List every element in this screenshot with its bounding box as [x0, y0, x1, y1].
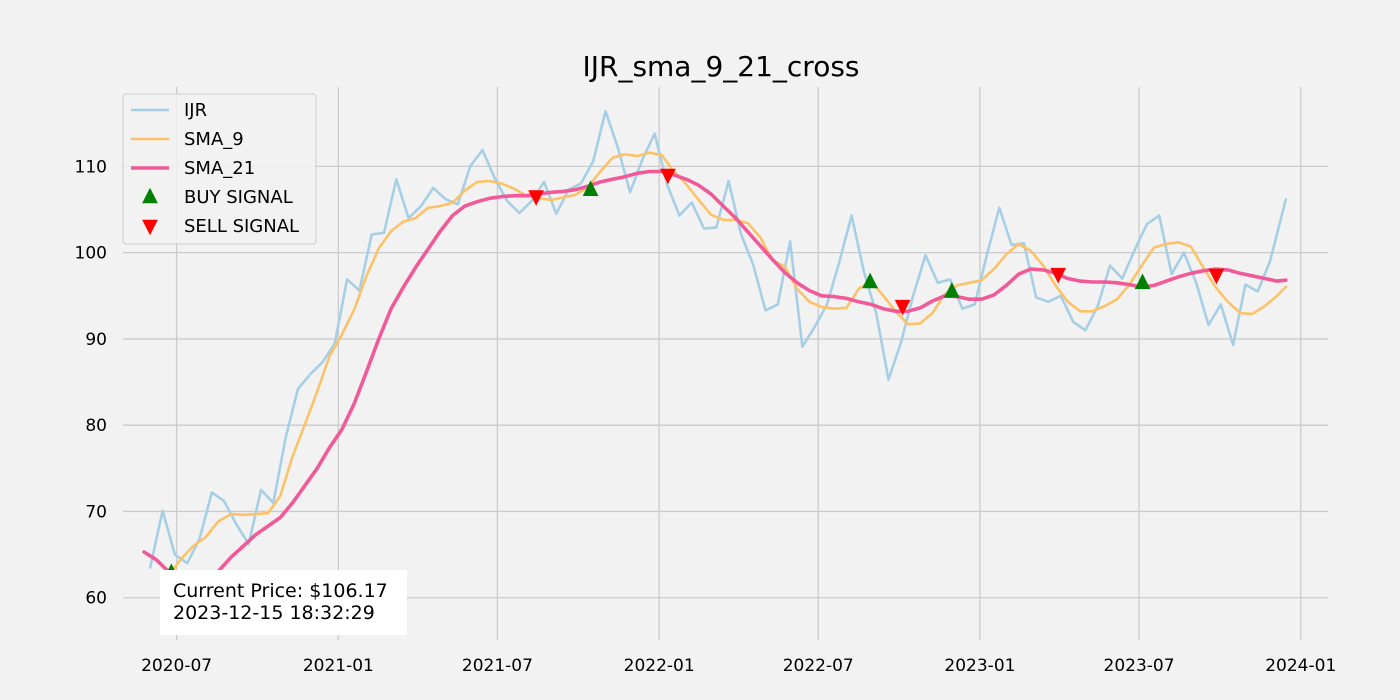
y-tick-label: 100 [75, 244, 107, 264]
legend-box [122, 93, 317, 245]
x-tick-label: 2022-01 [624, 656, 695, 676]
sma-21-line [142, 169, 1288, 591]
tick-labels: 60 70 80 90 100 110 2020-07 2021-01 2021-07 2022-… [75, 157, 1337, 676]
current-price-annotation: Current Price: $106.17 2023-12-15 18:32:… [160, 570, 407, 635]
buy-signal-marker [582, 180, 599, 196]
x-tick-label: 2021-07 [462, 656, 533, 676]
annotation-box [160, 570, 407, 635]
buy-signal-marker [862, 272, 878, 289]
y-tick-label: 60 [85, 589, 107, 609]
chart-title: IJR_sma_9_21_cross [582, 50, 859, 83]
legend-label-ijr: IJR [184, 100, 207, 121]
timestamp-text: 2023-12-15 18:32:29 [173, 602, 375, 624]
y-tick-label: 80 [85, 416, 107, 436]
sma-9-line [167, 151, 1288, 578]
y-tick-label: 90 [85, 330, 107, 350]
legend-swatch-buy-signal [142, 187, 158, 204]
sell-signal-marker [660, 168, 676, 185]
x-tick-label: 2020-07 [141, 656, 212, 676]
buy-signal-marker [1134, 273, 1151, 290]
legend: IJR SMA_9 SMA_21 BUY SIGNAL SELL SIGNAL [122, 93, 317, 245]
x-tick-label: 2023-01 [944, 656, 1015, 676]
sell-signal-marker [528, 190, 544, 206]
legend-label-sma-9: SMA_9 [184, 129, 244, 150]
legend-label-buy-signal: BUY SIGNAL [184, 187, 293, 208]
sell-signal-marker [1208, 268, 1225, 285]
x-tick-label: 2023-07 [1104, 656, 1175, 676]
y-tick-label: 70 [85, 502, 107, 522]
ijr-price-line [148, 109, 1288, 569]
current-price-text: Current Price: $106.17 [173, 580, 388, 602]
sell-signal-marker [1050, 267, 1067, 284]
y-tick-label: 110 [75, 157, 107, 177]
plot-area [142, 109, 1288, 591]
legend-label-sma-21: SMA_21 [184, 158, 255, 179]
grid [123, 87, 1328, 640]
x-tick-label: 2021-01 [303, 656, 374, 676]
sell-signal-marker [894, 299, 911, 316]
legend-swatch-sell-signal [142, 219, 158, 236]
x-tick-label: 2022-07 [783, 656, 854, 676]
x-tick-label: 2024-01 [1265, 656, 1336, 676]
buy-signal-marker [943, 282, 960, 298]
legend-label-sell-signal: SELL SIGNAL [184, 216, 299, 237]
